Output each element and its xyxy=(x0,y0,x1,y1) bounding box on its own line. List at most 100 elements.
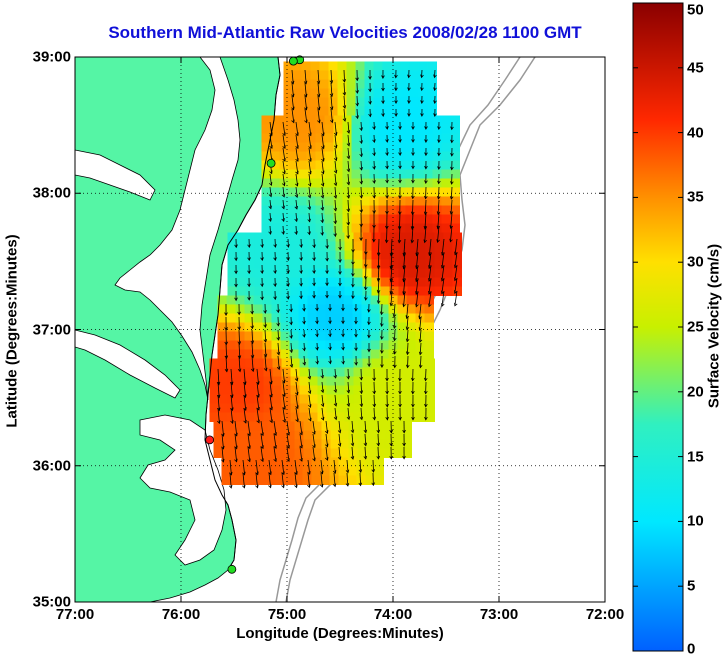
velocity-arrow xyxy=(424,199,427,215)
velocity-arrow-head xyxy=(385,416,389,421)
velocity-cell xyxy=(297,133,307,143)
velocity-arrow-head xyxy=(424,139,428,143)
velocity-arrow xyxy=(286,420,290,436)
velocity-cell xyxy=(293,466,303,476)
velocity-arrow xyxy=(321,160,324,174)
velocity-arrow xyxy=(277,355,280,370)
velocity-cell xyxy=(351,187,361,197)
velocity-arrow xyxy=(308,381,311,394)
velocity-arrow xyxy=(347,394,350,407)
velocity-cell xyxy=(407,376,417,386)
velocity-cell xyxy=(425,412,435,422)
velocity-cell xyxy=(380,367,390,377)
velocity-cell xyxy=(312,430,322,440)
velocity-cell xyxy=(432,142,442,152)
velocity-cell xyxy=(398,232,408,242)
velocity-cell xyxy=(261,205,271,215)
velocity-cell xyxy=(384,430,394,440)
velocity-cell xyxy=(360,178,370,188)
velocity-cell xyxy=(333,187,343,197)
velocity-arrow-head xyxy=(380,336,384,340)
velocity-cell xyxy=(231,448,241,458)
velocity-cell xyxy=(353,277,363,287)
velocity-cell xyxy=(405,124,415,134)
velocity-cell xyxy=(396,178,406,188)
velocity-arrow xyxy=(403,251,406,269)
velocity-cell xyxy=(351,124,361,134)
velocity-cell xyxy=(424,304,434,314)
velocity-cell xyxy=(279,115,289,125)
velocity-cell xyxy=(402,439,412,449)
velocity-arrow xyxy=(247,446,251,462)
velocity-cell xyxy=(280,295,290,305)
colorbar-tick-label: 30 xyxy=(687,253,704,271)
velocity-cell xyxy=(405,178,415,188)
velocity-cell xyxy=(335,385,345,395)
velocity-cell xyxy=(365,466,375,476)
velocity-cell xyxy=(254,385,264,395)
velocity-arrow-head xyxy=(338,294,342,299)
velocity-cell xyxy=(334,340,344,350)
velocity-arrow xyxy=(269,394,273,410)
velocity-cell xyxy=(226,304,236,314)
velocity-cell xyxy=(353,259,363,269)
velocity-arrow xyxy=(230,381,233,398)
velocity-cell xyxy=(370,340,380,350)
velocity-arrow-head xyxy=(302,320,306,325)
velocity-arrow-head xyxy=(338,271,342,275)
velocity-cell xyxy=(263,259,273,269)
velocity-arrow xyxy=(347,121,350,134)
velocity-arrow xyxy=(364,446,367,459)
velocity-cell xyxy=(393,448,403,458)
velocity-cell xyxy=(326,232,336,242)
velocity-cell xyxy=(249,448,259,458)
velocity-cell xyxy=(398,376,408,386)
velocity-cell xyxy=(342,160,352,170)
velocity-arrow xyxy=(321,186,324,198)
velocity-cell xyxy=(335,403,345,413)
colorbar-tick-label: 0 xyxy=(687,640,696,658)
velocity-arrow xyxy=(437,225,440,243)
velocity-arrow-head xyxy=(359,195,363,199)
velocity-cell xyxy=(261,169,271,179)
velocity-cell xyxy=(346,61,356,71)
velocity-cell xyxy=(353,286,363,296)
velocity-cell xyxy=(353,403,363,413)
velocity-cell xyxy=(283,97,293,107)
velocity-cell xyxy=(434,232,444,242)
velocity-cell xyxy=(288,142,298,152)
velocity-arrow-head xyxy=(355,77,359,82)
grid-lines xyxy=(75,57,605,602)
velocity-cell xyxy=(285,448,295,458)
velocity-cell xyxy=(239,475,249,485)
velocity-cell xyxy=(362,259,372,269)
velocity-arrow-head xyxy=(410,211,415,216)
velocity-arrow-head xyxy=(411,165,415,170)
velocity-arrow xyxy=(243,368,246,385)
velocity-cell xyxy=(425,367,435,377)
velocity-cell xyxy=(423,133,433,143)
velocity-arrow-head xyxy=(418,339,423,343)
velocity-cell xyxy=(378,196,388,206)
velocity-arrow-head xyxy=(402,455,406,460)
velocity-arrow-head xyxy=(302,361,306,366)
velocity-cell xyxy=(281,385,291,395)
velocity-arrow-head xyxy=(316,80,321,85)
velocity-cell xyxy=(236,277,246,287)
velocity-cell xyxy=(271,322,281,332)
velocity-arrow xyxy=(304,108,308,123)
velocity-cell xyxy=(371,358,381,368)
velocity-arrow-head xyxy=(385,195,389,199)
velocity-cell xyxy=(254,394,264,404)
velocity-arrow-head xyxy=(329,106,334,111)
velocity-cell xyxy=(379,322,389,332)
velocity-cell xyxy=(416,232,426,242)
velocity-arrow xyxy=(334,381,337,393)
velocity-arrow-head xyxy=(394,74,398,79)
velocity-arrow xyxy=(347,381,350,393)
velocity-cell xyxy=(324,169,334,179)
velocity-arrow-head xyxy=(286,283,290,287)
velocity-arrow-head xyxy=(342,79,347,83)
velocity-arrow-head xyxy=(341,360,345,365)
velocity-arrow-head xyxy=(346,155,351,160)
